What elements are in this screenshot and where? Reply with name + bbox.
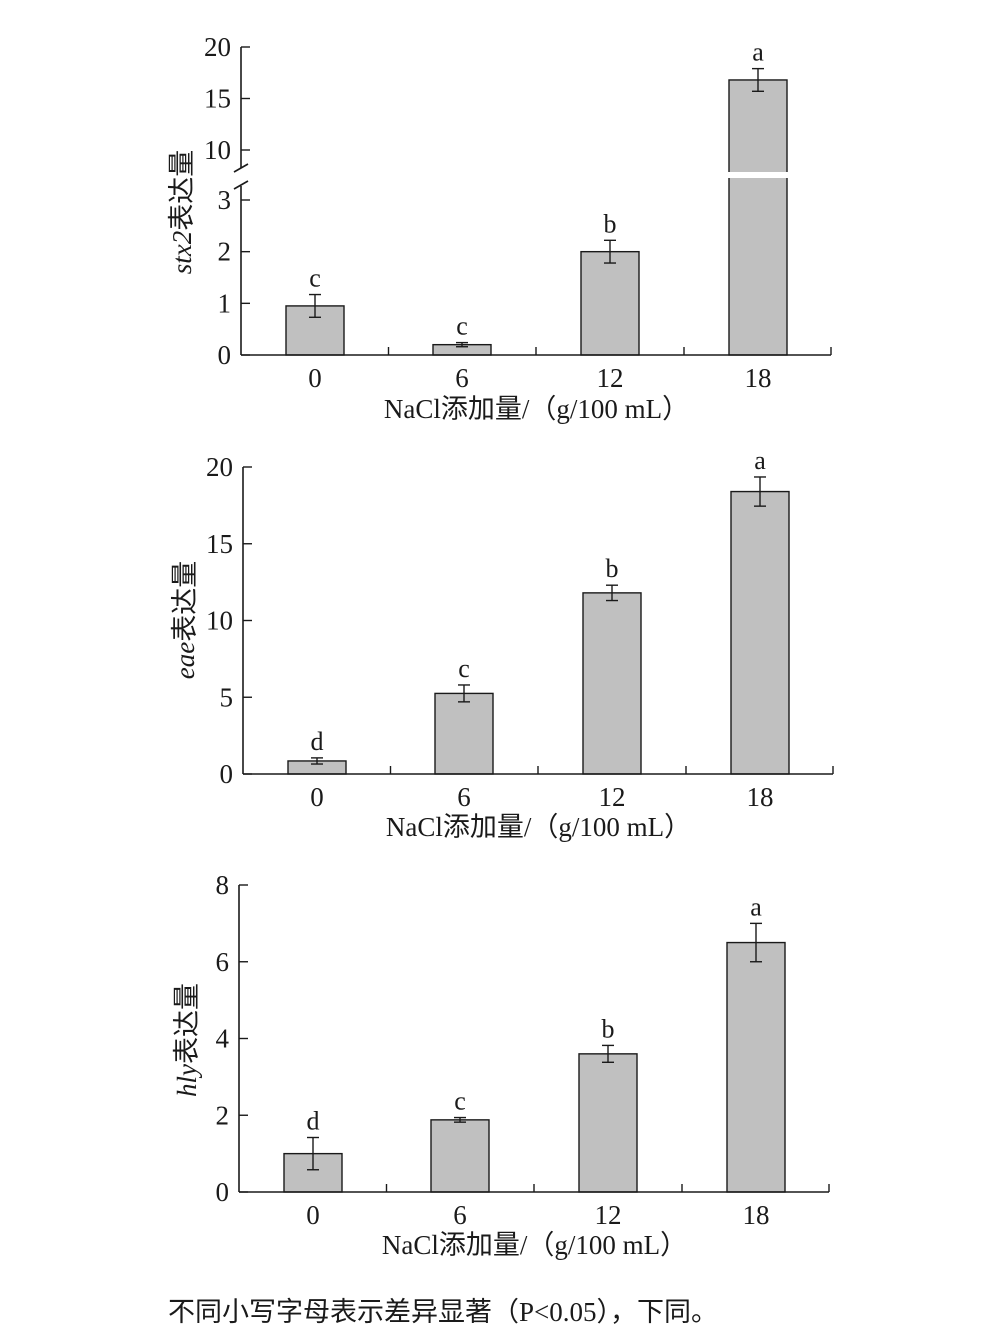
- eae-y-tick-label-15: 15: [206, 529, 233, 559]
- eae-expression-chart: d 0 c 6 b 12 a 18 0 5 10 15 20 eae表达量 NaCl添加量/（g/100 m…: [170, 446, 834, 842]
- eae-y-tick-label-5: 5: [220, 682, 234, 712]
- eae-y-tick-label-0: 0: [220, 759, 234, 789]
- hly-x-tick-label-12: 12: [595, 1200, 622, 1230]
- stx2-significance-letter-18: a: [752, 38, 764, 67]
- hly-y-tick-label-2: 2: [216, 1100, 230, 1130]
- eae-x-tick-label-12: 12: [599, 782, 626, 812]
- hly-y-tick-label-0: 0: [216, 1177, 230, 1207]
- eae-y-axis-label: eae表达量: [170, 561, 200, 679]
- figure-caption: 不同小写字母表示差异显著（P<0.05），下同。: [168, 1297, 718, 1327]
- hly-x-axis-title: NaCl添加量/（g/100 mL）: [382, 1230, 687, 1260]
- eae-x-tick-label-18: 18: [747, 782, 774, 812]
- hly-y-axis-label: hly表达量: [172, 983, 202, 1097]
- stx2-significance-letter-12: b: [604, 209, 617, 238]
- stx2-bar-break-gap: [728, 172, 788, 178]
- eae-bar-18: [730, 490, 790, 775]
- hly-significance-letter-18: a: [750, 892, 762, 921]
- stx2-axis-break-mark: [233, 180, 249, 190]
- eae-bar-12: [582, 592, 642, 775]
- stx2-y-tick-label-0: 0: [218, 340, 232, 370]
- hly-significance-letter-12: b: [602, 1014, 615, 1043]
- eae-y-tick-label-20: 20: [206, 452, 233, 482]
- hly-expression-chart: d 0 c 6 b 12 a 18 0 2 4 6 8 hly表达量 NaCl添加量/（g/100 mL）: [172, 870, 830, 1260]
- eae-bar-6: [434, 692, 494, 775]
- eae-y-tick-label-10: 10: [206, 606, 233, 636]
- stx2-x-tick-label-6: 6: [455, 363, 469, 393]
- stx2-bar-18: [728, 79, 788, 356]
- stx2-significance-letter-0: c: [309, 264, 321, 293]
- hly-y-axis-label-suffix: 表达量: [172, 983, 202, 1064]
- stx2-x-axis-title: NaCl添加量/（g/100 mL）: [384, 394, 689, 424]
- hly-bar-18: [726, 941, 786, 1193]
- stx2-x-tick-label-18: 18: [745, 363, 772, 393]
- stx2-expression-chart: c0c6b12a180123101520stx2表达量NaCl添加量/（g/10…: [167, 32, 832, 424]
- stx2-x-tick-label-12: 12: [597, 363, 624, 393]
- hly-bar-12: [578, 1053, 638, 1193]
- stx2-y-tick-label-1: 1: [218, 288, 232, 318]
- stx2-y-axis-label: stx2表达量: [167, 150, 197, 275]
- hly-significance-letter-0: d: [307, 1107, 320, 1136]
- hly-bar-6: [430, 1119, 490, 1193]
- stx2-y-tick-label-3: 3: [218, 185, 232, 215]
- eae-y-axis-label-gene: eae: [170, 642, 200, 679]
- stx2-x-tick-label-0: 0: [308, 363, 322, 393]
- hly-x-tick-label-18: 18: [743, 1200, 770, 1230]
- stx2-bar-12: [580, 250, 640, 356]
- eae-y-axis-label-suffix: 表达量: [170, 561, 200, 642]
- eae-significance-letter-6: c: [458, 654, 470, 683]
- hly-y-tick-label-4: 4: [216, 1024, 230, 1054]
- stx2-y-axis-label-suffix: 表达量: [167, 150, 197, 231]
- hly-x-tick-label-6: 6: [453, 1200, 467, 1230]
- eae-x-tick-label-0: 0: [310, 782, 324, 812]
- stx2-significance-letter-6: c: [456, 312, 468, 341]
- hly-y-tick-label-8: 8: [216, 870, 230, 900]
- hly-y-tick-label-6: 6: [216, 947, 230, 977]
- eae-x-axis-title: NaCl添加量/（g/100 mL）: [386, 812, 691, 842]
- hly-y-axis-label-gene: hly: [172, 1064, 202, 1097]
- eae-significance-letter-12: b: [606, 554, 619, 583]
- stx2-y-tick-label-15: 15: [204, 84, 231, 114]
- stx2-axis-break-mark: [233, 163, 249, 173]
- hly-significance-letter-6: c: [454, 1087, 466, 1116]
- stx2-y-tick-label-10: 10: [204, 135, 231, 165]
- stx2-y-tick-label-20: 20: [204, 32, 231, 62]
- stx2-y-axis-label-gene: stx2: [167, 231, 197, 275]
- eae-x-tick-label-6: 6: [457, 782, 471, 812]
- stx2-y-tick-label-2: 2: [218, 237, 232, 267]
- hly-x-tick-label-0: 0: [306, 1200, 320, 1230]
- eae-significance-letter-18: a: [754, 446, 766, 475]
- eae-significance-letter-0: d: [311, 727, 324, 756]
